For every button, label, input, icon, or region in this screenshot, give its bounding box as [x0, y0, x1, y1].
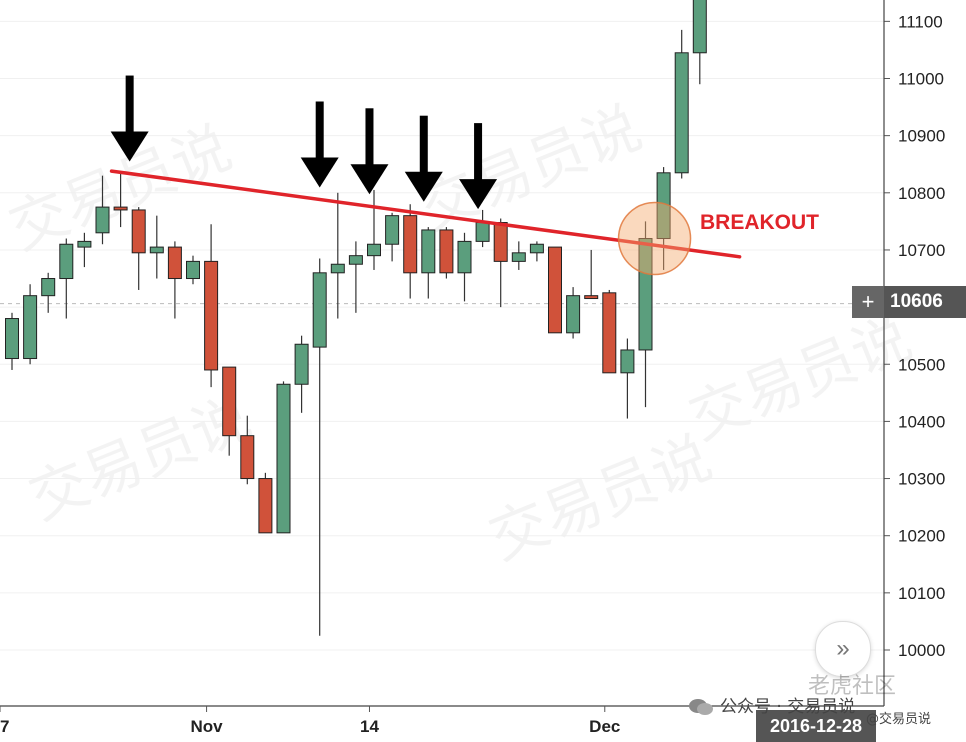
- candle-body: [602, 292, 617, 374]
- forum-watermark-sub: @交易员说: [866, 712, 932, 727]
- candle-body: [566, 295, 581, 334]
- y-tick-label: 10000: [898, 641, 945, 660]
- candles-layer: [5, 0, 707, 636]
- candle-body: [222, 366, 237, 437]
- candle-body: [439, 229, 454, 274]
- breakout-label: BREAKOUT: [700, 211, 819, 234]
- candle-body: [41, 278, 56, 297]
- candle-body: [692, 0, 707, 54]
- y-tick-label: 10400: [898, 412, 945, 431]
- arrow-shaft: [365, 108, 374, 169]
- arrow-shaft: [125, 75, 134, 136]
- candle-body: [584, 295, 599, 300]
- y-tick-label: 10200: [898, 527, 945, 546]
- candle-body: [95, 206, 110, 234]
- candle-body: [493, 222, 508, 262]
- y-tick-label: 10300: [898, 470, 945, 489]
- arrow-head: [459, 179, 498, 210]
- candle-body: [240, 435, 255, 480]
- wechat-watermark: 公众号 · 交易员说: [688, 692, 855, 717]
- candle-body: [276, 383, 291, 534]
- crosshair-price-label: 10606: [884, 286, 966, 318]
- crosshair-plus-icon[interactable]: +: [852, 286, 884, 318]
- candle-body: [367, 243, 381, 257]
- candle-body: [403, 215, 418, 274]
- candle-body: [113, 206, 128, 211]
- watermark-text: 交易员说: [480, 423, 721, 573]
- candle-body: [330, 263, 345, 274]
- candle-body: [457, 240, 472, 274]
- y-tick-label: 10800: [898, 184, 945, 203]
- candle-body: [312, 272, 327, 348]
- candle-body: [421, 229, 436, 274]
- x-tick-label: Nov: [191, 717, 224, 736]
- forum-watermark: 老虎社区: [808, 674, 897, 699]
- down-arrow-icon: [300, 101, 339, 188]
- axes-layer: 1000010100102001030010400105001060010700…: [0, 0, 945, 736]
- arrow-head: [110, 131, 149, 162]
- candle-body: [620, 349, 635, 374]
- candle-body: [385, 215, 400, 245]
- down-arrow-icon: [110, 75, 149, 162]
- candle-body: [529, 243, 544, 254]
- candle-body: [638, 238, 653, 351]
- candle-body: [186, 260, 200, 280]
- arrow-shaft: [419, 115, 428, 176]
- candle-body: [23, 295, 38, 360]
- down-arrow-icon: [459, 123, 498, 210]
- arrow-head: [350, 164, 389, 195]
- candle-body: [131, 209, 146, 254]
- arrow-shaft: [474, 123, 483, 184]
- candle-body: [674, 52, 689, 174]
- grid-lines: [0, 20, 884, 651]
- arrow-head: [300, 157, 339, 188]
- y-tick-label: 10900: [898, 127, 945, 146]
- wechat-icon: [689, 699, 713, 715]
- x-tick-label: Dec: [589, 717, 620, 736]
- annotations-layer: BREAKOUT: [109, 75, 819, 276]
- y-tick-label: 11000: [898, 70, 944, 89]
- candle-body: [204, 260, 219, 371]
- candle-body: [511, 252, 526, 262]
- y-tick-label: 10700: [898, 241, 945, 260]
- double-chevron-right-icon: »: [836, 635, 850, 662]
- arrow-head: [404, 171, 443, 202]
- x-tick-label: 14: [360, 717, 379, 736]
- y-tick-label: 11100: [898, 12, 943, 31]
- candle-body: [77, 240, 92, 248]
- scroll-to-realtime-button[interactable]: »: [815, 621, 871, 677]
- candle-body: [475, 222, 490, 242]
- candle-body: [258, 478, 273, 534]
- candle-body: [5, 318, 19, 360]
- crosshair-date-label: 2016-12-28: [756, 710, 876, 742]
- breakout-circle: [617, 201, 692, 276]
- candle-body: [149, 246, 164, 254]
- candle-body: [59, 243, 74, 280]
- wechat-watermark-text: 公众号 · 交易员说: [720, 697, 856, 717]
- candle-body: [294, 343, 309, 385]
- watermark-text: 交易员说: [410, 93, 651, 243]
- candle-body: [167, 246, 182, 280]
- candle-body: [548, 246, 562, 334]
- arrow-shaft: [315, 101, 324, 162]
- down-arrow-icon: [350, 108, 389, 195]
- candle-body: [348, 255, 363, 265]
- down-arrow-icon: [404, 115, 443, 202]
- y-tick-label: 10500: [898, 355, 945, 374]
- y-tick-label: 10100: [898, 584, 945, 603]
- watermark-layer: 交易员说交易员说交易员说交易员说交易员说: [0, 93, 920, 573]
- x-tick-label: 7: [0, 717, 9, 736]
- trendline: [109, 169, 742, 259]
